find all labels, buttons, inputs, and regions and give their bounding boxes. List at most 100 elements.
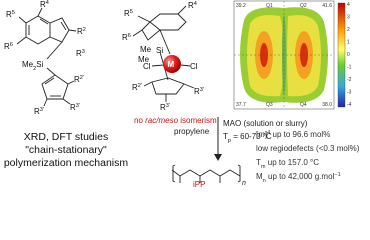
text-segment: p — [228, 138, 231, 144]
study-line: "chain-stationary" — [25, 144, 107, 156]
text-segment: R — [4, 42, 10, 51]
substituent-label: R6 — [122, 33, 131, 42]
indenyl-ring — [149, 13, 187, 31]
benzo-ring — [25, 15, 51, 45]
silicon-bridge-label: Me2Si — [22, 60, 44, 72]
text-segment: R — [132, 83, 138, 92]
text-segment: 2 — [83, 27, 86, 33]
text-segment: M — [168, 60, 175, 69]
double-bond — [44, 77, 55, 85]
chloride-label: Cl — [190, 62, 198, 71]
colorbar-label: 4 — [347, 2, 350, 8]
cp-ring — [151, 77, 185, 95]
bond — [37, 7, 43, 17]
metal-label: M — [168, 60, 175, 69]
bond — [16, 36, 27, 45]
corner-label: Q2 — [300, 3, 307, 9]
text-segment: 5 — [12, 10, 15, 16]
colorbar-label: 0 — [347, 52, 350, 58]
text-segment: 3' — [40, 107, 44, 113]
text-segment: 6 — [128, 33, 131, 39]
corner-label: 37.7 — [236, 102, 246, 108]
text-segment: R — [122, 33, 128, 42]
colorbar — [337, 2, 346, 108]
methyl-label: Me — [138, 55, 150, 64]
study-line: polymerization mechanism — [4, 157, 129, 169]
text-segment: R — [188, 1, 194, 10]
graphical-abstract: R4 R5 R6 R2 Me2Si R2' R3 R3' R3' R4 R4 R… — [4, 0, 360, 189]
text-segment: iPP — [193, 180, 205, 189]
text-segment: T — [256, 158, 261, 167]
double-bond — [60, 21, 67, 31]
text-segment: = 60-70 °C — [231, 132, 272, 141]
corner-label: Q3 — [266, 102, 273, 108]
bond — [132, 29, 143, 37]
cp-ring — [41, 74, 69, 100]
text-segment: 4 — [194, 1, 197, 7]
colorbar-label: -2 — [347, 77, 352, 83]
text-segment: up to 96.6 mol% — [270, 130, 330, 139]
bond — [137, 15, 151, 23]
text-segment: T — [223, 132, 228, 141]
isomerism-note: no rac/meso isomerism — [134, 116, 217, 125]
polymer-properties: [m]4 up to 96.6 mol% low regiodefects (<0… — [256, 130, 360, 184]
text-segment: R — [124, 9, 130, 18]
substituent-label: R3' — [160, 103, 170, 112]
substituent-label: R5 — [6, 10, 15, 19]
colorbar-label: 3 — [347, 15, 350, 21]
text-segment: up to 42,000 g.mol — [266, 172, 335, 181]
double-bond — [39, 18, 49, 25]
colorbar-labels: 4 3 2 1 0 -1 -2 -3 -4 — [347, 2, 352, 108]
colorbar-label: -1 — [347, 65, 352, 71]
bond — [180, 64, 191, 67]
text-segment: M — [256, 172, 263, 181]
substituent-label: R3' — [70, 103, 80, 112]
text-segment: Me — [138, 55, 150, 64]
ligand-structure: R4 R5 R6 R2 Me2Si R2' R3 R3' R3' — [4, 0, 86, 116]
property-line: Tm up to 157.0 °C — [256, 158, 319, 170]
chloride-label: Cl — [143, 62, 151, 71]
text-segment: Si — [156, 46, 163, 55]
text-segment: m — [258, 130, 265, 139]
text-segment: n — [242, 180, 246, 187]
text-segment: 2 — [33, 66, 36, 72]
text-segment: 3' — [76, 103, 80, 109]
text-segment: 6 — [10, 42, 13, 48]
bracket — [172, 164, 176, 183]
text-segment: MAO (solution or slurry) — [223, 119, 308, 128]
bond — [151, 64, 165, 67]
polymer-chain — [171, 169, 241, 177]
text-segment: n — [263, 178, 266, 184]
colorbar-label: 2 — [347, 27, 350, 33]
methyl-label: Me — [140, 45, 152, 54]
corner-label: 38.0 — [322, 102, 332, 108]
corner-label: Q1 — [266, 3, 273, 9]
bond — [62, 98, 71, 105]
colorbar-label: -4 — [347, 102, 352, 108]
substituent-label: R3' — [34, 107, 44, 116]
five-ring — [49, 17, 70, 43]
text-segment: Si — [36, 60, 43, 69]
cocatalyst-label: MAO (solution or slurry) — [223, 119, 308, 128]
text-segment: 3 — [82, 49, 85, 55]
substituent-label: R2 — [77, 27, 86, 36]
text-segment: low regiodefects (<0.3 mol%) — [256, 144, 360, 153]
property-line: [m]4 up to 96.6 mol% — [256, 130, 330, 139]
text-segment: R — [34, 107, 40, 116]
substituent-label: R6 — [4, 42, 13, 51]
bond — [43, 98, 48, 107]
corner-label: 39.2 — [236, 3, 246, 9]
text-segment: R — [76, 49, 82, 58]
property-line: low regiodefects (<0.3 mol%) — [256, 144, 360, 153]
text-segment: 4 — [46, 0, 49, 6]
text-segment: Me — [22, 60, 34, 69]
corner-labels: 39.2 Q1 Q2 41.6 37.7 38.0 Q3 Q4 — [236, 3, 332, 108]
substituent-label: R2' — [132, 83, 142, 92]
substituent-label: R5 — [124, 9, 133, 18]
text-segment: Cl — [190, 62, 198, 71]
substituent-label: R4 — [40, 0, 49, 9]
text-segment: R — [40, 0, 46, 9]
text-segment: [ — [256, 130, 259, 139]
text-segment: R — [77, 27, 83, 36]
property-line: Mn up to 42,000 g.mol−1 — [256, 172, 341, 184]
